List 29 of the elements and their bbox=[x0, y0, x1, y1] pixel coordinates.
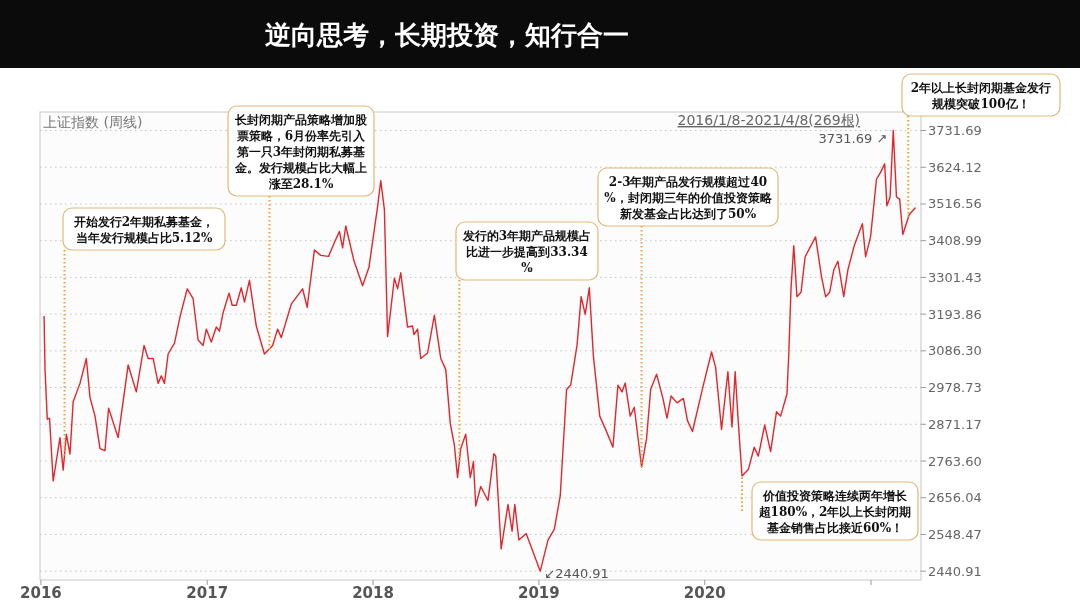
annotation: ↙2440.91 bbox=[544, 566, 609, 582]
y-tick-label: 3624.12 bbox=[928, 159, 982, 175]
annotation: 3731.69 ↗ bbox=[818, 130, 888, 146]
x-tick-label: 2017 bbox=[186, 584, 229, 602]
y-tick-label: 2978.73 bbox=[928, 380, 982, 396]
y-tick-label: 3516.56 bbox=[928, 196, 982, 212]
x-tick-label: 2016 bbox=[20, 584, 62, 602]
annotation: 2016/1/8-2021/4/8(269根) bbox=[677, 112, 860, 128]
annotation: 2-3年期产品发行规模超过40%，封闭期三年的价值投资策略新发基金占比达到了50% bbox=[604, 175, 773, 221]
annotation: 开始发行2年期私募基金，当年发行规模占比5.12% bbox=[72, 215, 215, 245]
x-tick-label: 2018 bbox=[352, 584, 394, 602]
x-tick-label: 2020 bbox=[683, 584, 726, 602]
y-tick-label: 2871.17 bbox=[928, 416, 982, 432]
y-tick-label: 3301.43 bbox=[928, 269, 982, 285]
y-tick-label: 2656.04 bbox=[928, 490, 982, 506]
y-tick-label: 2440.91 bbox=[928, 563, 982, 579]
y-tick-label: 3086.30 bbox=[928, 343, 982, 359]
chart-subtitle: 上证指数 (周线) bbox=[43, 114, 143, 130]
annotation: 长封闭期产品策略增加股票策略，6月份率先引入第一只3年封闭期私募基金。发行规模占比大幅上涨至28.1% bbox=[234, 113, 368, 191]
y-tick-label: 2548.47 bbox=[928, 526, 982, 542]
annotation: 价值投资策略连续两年增长超180%，2年以上长封闭期基金销售占比接近60%！ bbox=[757, 489, 912, 535]
y-tick-label: 3731.69 bbox=[928, 123, 982, 139]
annotation: 2年以上长封闭期基金发行规模突破100亿！ bbox=[910, 81, 1052, 111]
y-tick-label: 2763.60 bbox=[928, 453, 982, 469]
x-tick-label: 2019 bbox=[518, 584, 560, 602]
annotation: 发行的3年期产品规模占比进一步提高到33.34% bbox=[461, 229, 592, 275]
y-tick-label: 3193.86 bbox=[928, 306, 982, 322]
chart-title: 逆向思考，长期投资，知行合一 bbox=[265, 20, 629, 50]
y-tick-label: 3408.99 bbox=[928, 233, 982, 249]
